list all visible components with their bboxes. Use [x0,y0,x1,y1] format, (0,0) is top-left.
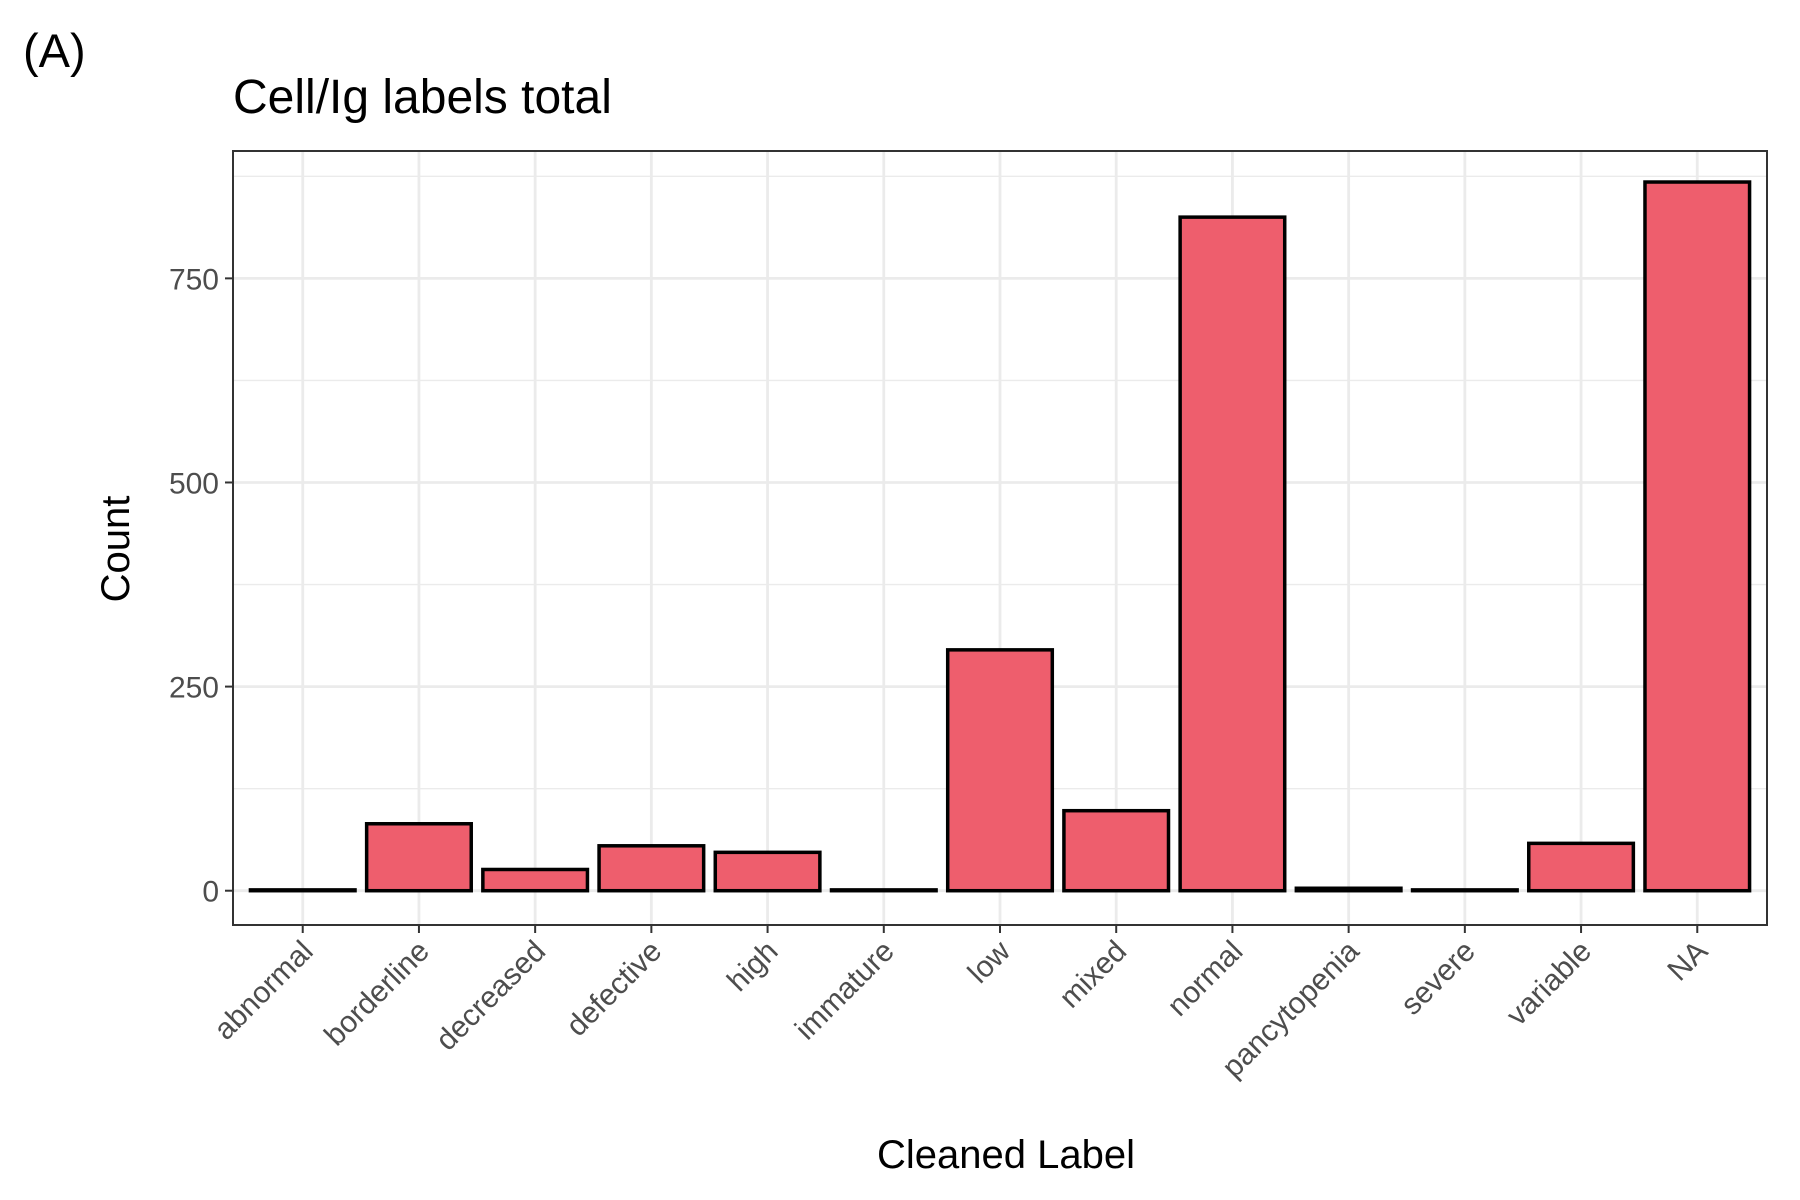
bar-severe [1410,888,1519,893]
bar-mixed [1062,808,1171,893]
x-tick-label: severe [1395,935,1482,1022]
bar-pancytopenia [1294,886,1403,893]
x-tick-label: decreased [430,935,552,1057]
chart-title: Cell/Ig labels total [233,71,612,124]
x-tick-label: mixed [1053,935,1133,1015]
x-tick-label: low [962,934,1017,989]
bar-abnormal [248,888,357,893]
x-tick-label: high [721,935,784,998]
x-tick-label: abnormal [208,935,320,1047]
x-tick-label: immature [789,935,901,1047]
bar-low [945,648,1055,893]
y-tick-label: 250 [169,672,219,705]
bar-defective [597,844,706,893]
y-axis-title: Count [94,496,138,603]
bar-decreased [481,867,590,893]
bar-normal [1178,215,1287,893]
x-tick-label: normal [1161,935,1249,1023]
bars [248,180,1752,893]
panel-tag: (A) [23,24,86,77]
x-axis-title: Cleaned Label [877,1133,1135,1177]
gridlines [233,151,1767,925]
y-tick-label: 0 [202,876,219,909]
x-tick-label: NA [1661,935,1714,988]
bar-variable [1527,841,1636,893]
y-tick-label: 750 [169,263,219,296]
bar-high [713,850,822,893]
x-tick-label: variable [1500,935,1598,1033]
y-tick-label: 500 [169,467,219,500]
x-tick-label: borderline [318,935,436,1053]
x-tick-label: defective [560,935,668,1043]
bar-na [1643,180,1752,893]
bar-immature [829,888,938,893]
bar-borderline [364,822,473,893]
